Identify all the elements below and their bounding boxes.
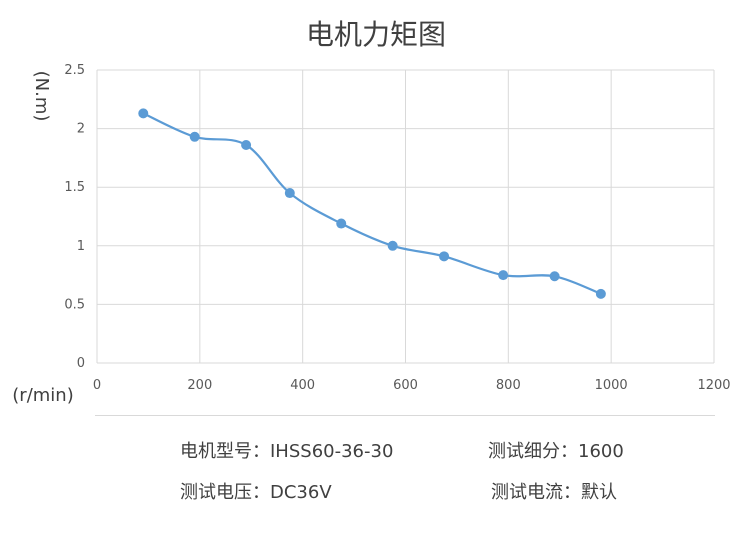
y-axis-label: (N.m)	[31, 71, 52, 122]
data-point	[595, 288, 606, 299]
y-tick-label: 1.5	[64, 180, 85, 195]
y-tick-label: 0.5	[64, 297, 85, 312]
chart-title: 电机力矩图	[306, 18, 446, 51]
data-point	[189, 131, 200, 142]
x-tick-label: 1200	[697, 378, 730, 393]
x-tick-label: 200	[187, 378, 212, 393]
data-point	[549, 271, 560, 282]
x-tick-label: 400	[290, 378, 315, 393]
x-tick-label: 0	[93, 378, 101, 393]
data-point	[498, 270, 509, 281]
data-point	[284, 188, 295, 199]
y-axis-ticks: 0 0.5 1 1.5 2 2.5	[64, 63, 85, 371]
motor-model: 电机型号：IHSS60-36-30	[180, 441, 394, 462]
data-point	[241, 140, 252, 151]
x-tick-label: 600	[393, 378, 418, 393]
y-tick-label: 1	[77, 239, 85, 254]
data-point	[387, 240, 398, 251]
data-point	[138, 108, 149, 119]
data-point	[439, 251, 450, 262]
test-subdivision: 测试细分：1600	[488, 441, 624, 462]
x-tick-label: 1000	[595, 378, 628, 393]
data-points	[138, 108, 606, 299]
y-tick-label: 2.5	[64, 63, 85, 78]
y-tick-label: 2	[77, 122, 85, 137]
divider	[95, 415, 715, 416]
data-point	[336, 218, 347, 229]
series-line	[142, 112, 602, 295]
grid	[96, 69, 715, 364]
x-axis-ticks: 0 200 400 600 800 1000 1200	[93, 378, 731, 393]
y-tick-label: 0	[77, 356, 85, 371]
torque-chart: 电机力矩图 0 0.5 1 1.5 2 2.5 0 200 400 600 800 1000 1200…	[12, 18, 731, 406]
x-axis-label: (r/min)	[12, 385, 73, 406]
x-tick-label: 800	[496, 378, 521, 393]
test-voltage: 测试电压：DC36V	[180, 482, 332, 503]
test-current: 测试电流：默认	[491, 482, 617, 503]
